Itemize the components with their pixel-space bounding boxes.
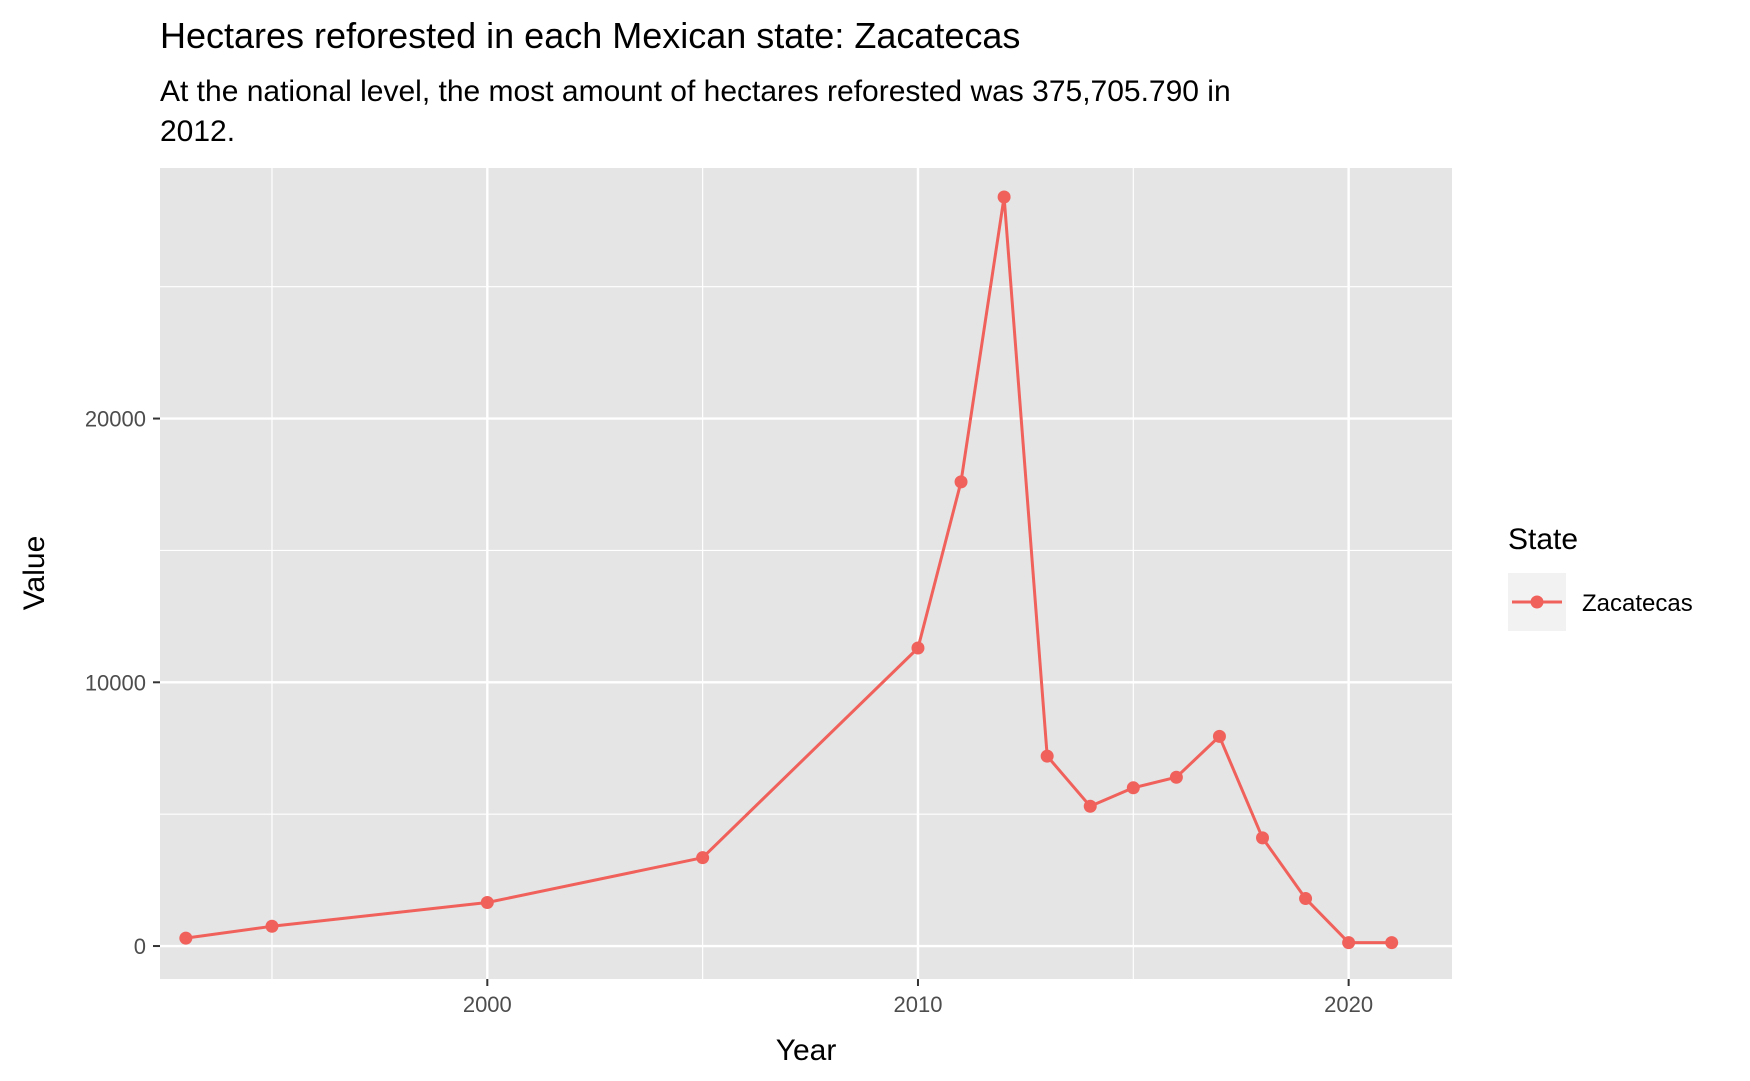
data-point <box>1126 781 1140 795</box>
data-point <box>265 919 279 933</box>
x-axis-tick-labels: 2000 2010 2020 <box>463 992 1373 1017</box>
y-tick-label: 0 <box>134 934 146 959</box>
legend-key-point <box>1530 595 1544 609</box>
chart-title: Hectares reforested in each Mexican stat… <box>160 15 1020 56</box>
data-point <box>954 475 968 489</box>
legend-title: State <box>1508 523 1578 556</box>
y-tick-label: 10000 <box>85 670 146 695</box>
data-point <box>997 190 1011 204</box>
y-tick-label: 20000 <box>85 407 146 432</box>
plot-panel <box>160 168 1452 979</box>
series-line-zacatecas <box>185 195 1392 945</box>
legend-label-zacatecas: Zacatecas <box>1582 590 1693 617</box>
legend: State Zacatecas <box>1508 523 1693 631</box>
x-tick-label: 2000 <box>463 992 512 1017</box>
data-point <box>1040 749 1054 763</box>
x-tick-label: 2020 <box>1324 992 1373 1017</box>
data-point <box>1212 729 1226 743</box>
x-axis-title: Year <box>776 1034 837 1067</box>
series-layer <box>179 190 1399 950</box>
chart-subtitle-line-1: At the national level, the most amount o… <box>160 75 1231 108</box>
data-point <box>1299 892 1313 906</box>
y-axis-title: Value <box>18 536 51 611</box>
data-point <box>696 851 710 865</box>
data-point <box>1342 936 1356 950</box>
data-point <box>1169 770 1183 784</box>
data-point <box>911 641 925 655</box>
x-tick-label: 2010 <box>893 992 942 1017</box>
data-point <box>179 931 193 945</box>
minor-grid <box>160 168 1452 979</box>
data-point <box>1083 799 1097 813</box>
y-axis-tick-labels: 0 10000 20000 <box>85 407 146 959</box>
data-point <box>480 896 494 910</box>
data-point <box>1385 936 1399 950</box>
chart-subtitle-line-2: 2012. <box>160 115 235 148</box>
axis-ticks <box>153 417 1350 986</box>
major-grid <box>160 168 1452 979</box>
data-point <box>1256 831 1270 845</box>
